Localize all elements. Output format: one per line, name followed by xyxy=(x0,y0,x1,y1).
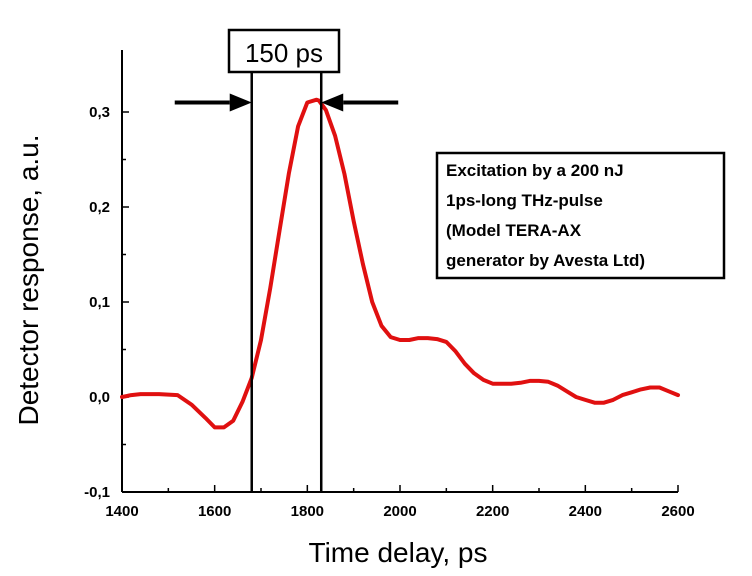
y-tick-label: 0,2 xyxy=(89,199,110,216)
x-tick-label: 2200 xyxy=(476,503,509,520)
arrow-head xyxy=(229,93,252,112)
x-tick-label: 2600 xyxy=(661,503,694,520)
x-ticks: 1400 1600 1800 2000 2200 2400 2600 xyxy=(105,485,695,520)
arrow-right-icon xyxy=(321,93,399,112)
series-line xyxy=(120,97,680,430)
arrow-head xyxy=(321,93,344,112)
annotation-line-2: 1ps-long THz-pulse xyxy=(446,191,603,210)
width-label: 150 ps xyxy=(245,38,323,68)
x-tick-label: 1800 xyxy=(291,503,324,520)
x-tick-label: 2400 xyxy=(569,503,602,520)
x-axis-title: Time delay, ps xyxy=(309,537,488,568)
arrow-left-icon xyxy=(174,93,252,112)
annotation-line-3: (Model TERA-AX xyxy=(446,221,582,240)
y-tick-label: 0,3 xyxy=(89,104,110,121)
y-tick-label: 0,1 xyxy=(89,294,110,311)
x-tick-label: 2000 xyxy=(383,503,416,520)
annotation-line-4: generator by Avesta Ltd) xyxy=(446,251,645,270)
y-tick-label: -0,1 xyxy=(84,484,110,501)
x-tick-label: 1400 xyxy=(105,503,138,520)
width-label-box xyxy=(227,28,341,74)
annotation-box xyxy=(435,151,726,280)
y-axis-title: Detector response, a.u. xyxy=(13,134,44,425)
y-ticks: -0,1 0,0 0,1 0,2 0,3 xyxy=(84,104,129,501)
y-tick-label: 0,0 xyxy=(89,389,110,406)
annotation-line-1: Excitation by a 200 nJ xyxy=(446,161,624,180)
x-tick-label: 1600 xyxy=(198,503,231,520)
